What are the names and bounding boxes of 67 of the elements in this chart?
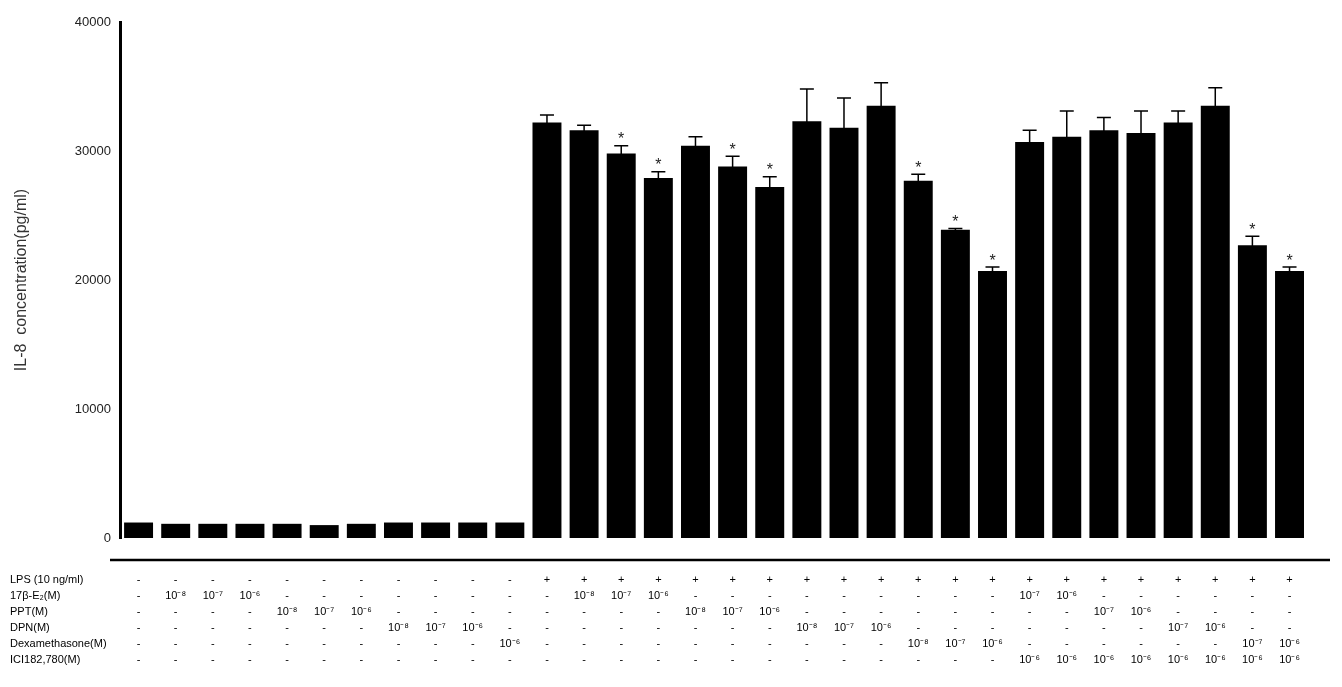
- x-tick-label: - 10⁻⁷ - - - -: [202, 573, 223, 666]
- data-label: *: [952, 212, 959, 230]
- x-tick-label: - 10⁻⁶ - - - -: [239, 573, 261, 666]
- bar: [458, 522, 488, 538]
- x-tick-label: + - - 10⁻⁶ - 10⁻⁶: [1204, 573, 1226, 666]
- x-tick-label: + 10⁻⁶ - - - -: [647, 573, 669, 666]
- x-tick-label: - 10⁻⁸ - - - -: [165, 573, 187, 666]
- data-label: *: [915, 158, 922, 176]
- x-tick-label: - - 10⁻⁶ - - -: [350, 573, 372, 666]
- x-tick-label: - - - - - -: [136, 573, 141, 666]
- x-tick-label: + - 10⁻⁷ - - -: [722, 573, 743, 666]
- x-tick-label: + - 10⁻⁶ - - -: [759, 573, 781, 666]
- x-tick-label: + 10⁻⁶ - - - 10⁻⁶: [1056, 573, 1078, 666]
- bar: [1275, 270, 1304, 538]
- data-label: *: [1286, 251, 1293, 269]
- x-tick-label: + - 10⁻⁸ - - -: [685, 573, 706, 666]
- x-tick-label: + 10⁻⁷ - - - 10⁻⁶: [1019, 573, 1041, 666]
- x-tick-label: + - 10⁻⁶ - - 10⁻⁶: [1130, 573, 1152, 666]
- x-tick-label: + - - - 10⁻⁷ 10⁻⁶: [1242, 573, 1263, 666]
- x-tick-label: - - 10⁻⁸ - - -: [276, 573, 298, 666]
- x-tick-label: + - 10⁻⁷ - - 10⁻⁶: [1093, 573, 1115, 666]
- bar: [198, 523, 228, 538]
- y-tick-label: 40000: [74, 13, 111, 29]
- text: 17β-E₂(M): [10, 589, 61, 602]
- bar: [495, 522, 525, 538]
- x-tick-label: + 10⁻⁸ - - - -: [573, 573, 595, 666]
- bar: [383, 522, 413, 538]
- x-tick-label: + - - 10⁻⁶ - -: [870, 573, 892, 666]
- x-tick-label: + - - - 10⁻⁶ -: [982, 573, 1003, 666]
- data-label: *: [618, 130, 625, 148]
- y-axis-title: IL-8 concentration(pg/ml): [12, 188, 30, 372]
- bar: [124, 522, 154, 538]
- y-tick-label: 0: [103, 529, 111, 545]
- x-tick-label: - - 10⁻⁷ - - -: [314, 573, 335, 666]
- x-tick-label: + - - 10⁻⁸ - -: [796, 573, 818, 666]
- x-tick-label: + - - - 10⁻⁸ -: [907, 573, 929, 666]
- x-tick-label: - - - - 10⁻⁶ -: [499, 573, 521, 666]
- x-tick-label: - - - 10⁻⁷ - -: [425, 573, 446, 666]
- data-label: *: [655, 156, 662, 174]
- y-tick-label: 20000: [74, 271, 111, 287]
- text: Dexamethasone(M): [10, 637, 107, 650]
- text: DPN(M): [10, 621, 50, 634]
- x-tick-label: + 10⁻⁷ - - - -: [611, 573, 632, 666]
- text: LPS (10 ng/ml): [10, 573, 84, 586]
- x-tick-label: - - - 10⁻⁶ - -: [462, 573, 484, 666]
- text: ICI182,780(M): [10, 653, 81, 666]
- bar: [346, 523, 376, 538]
- data-label: *: [729, 140, 736, 158]
- bar: [161, 523, 191, 538]
- bar: [421, 522, 451, 538]
- x-tick-label: + - - 10⁻⁷ - 10⁻⁶: [1167, 573, 1189, 666]
- x-tick-label: - - - 10⁻⁸ - -: [388, 573, 409, 666]
- text: PPT(M): [10, 605, 48, 618]
- data-label: *: [1249, 220, 1256, 238]
- bar: [272, 523, 302, 538]
- y-tick-label: 30000: [74, 142, 111, 158]
- x-tick-label: + - - - - -: [543, 573, 551, 666]
- x-tick-label: + - - - 10⁻⁶ 10⁻⁶: [1279, 573, 1300, 666]
- bar: [940, 229, 970, 538]
- data-label: *: [766, 161, 773, 179]
- x-tick-label: + - - 10⁻⁷ - -: [833, 573, 855, 666]
- bar: [978, 270, 1007, 538]
- data-label: *: [989, 251, 996, 269]
- x-tick-label: + - - - 10⁻⁷ -: [945, 573, 966, 666]
- bar: [235, 523, 265, 538]
- bar: [309, 525, 339, 538]
- y-tick-label: 10000: [74, 400, 111, 416]
